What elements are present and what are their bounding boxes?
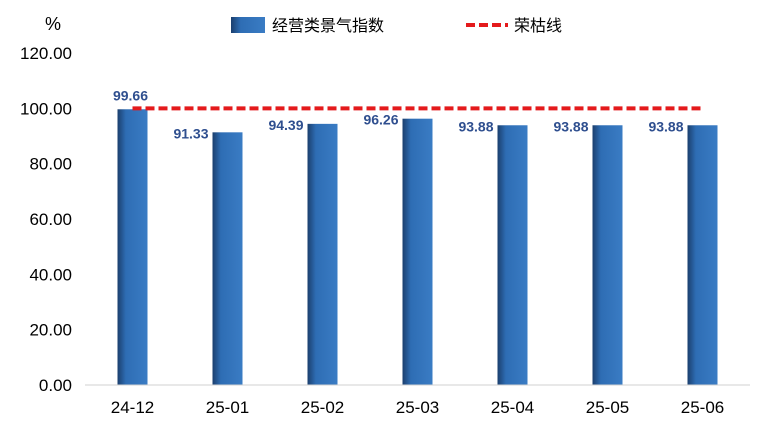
data-label-24-12: 99.66 <box>113 87 148 103</box>
data-label-25-02: 94.39 <box>268 117 303 133</box>
x-tick-label: 25-06 <box>681 398 724 417</box>
data-label-25-03: 96.26 <box>363 112 398 128</box>
data-labels: 99.66 91.33 94.39 96.26 93.88 93.88 93.88 <box>113 87 684 141</box>
y-tick-label: 60.00 <box>29 210 72 229</box>
bar-25-04 <box>497 125 528 386</box>
x-tick-label: 25-03 <box>396 398 439 417</box>
data-label-25-05: 93.88 <box>553 118 588 134</box>
x-tick-label: 25-01 <box>206 398 249 417</box>
legend-bar-label: 经营类景气指数 <box>272 16 384 35</box>
bar-series <box>117 109 718 386</box>
legend-bar-swatch <box>231 17 265 33</box>
y-tick-label: 80.00 <box>29 155 72 174</box>
y-tick-label: 120.00 <box>20 44 72 63</box>
y-tick-label: 40.00 <box>29 265 72 284</box>
x-tick-label: 25-02 <box>301 398 344 417</box>
bar-25-05 <box>592 125 623 386</box>
y-axis: 0.00 20.00 40.00 60.00 80.00 100.00 120.00 <box>20 44 72 395</box>
legend: 经营类景气指数 荣枯线 <box>231 16 562 35</box>
data-label-25-01: 91.33 <box>173 125 208 141</box>
x-axis: 24-12 25-01 25-02 25-03 25-04 25-05 25-06 <box>85 384 750 417</box>
y-tick-label: 100.00 <box>20 99 72 118</box>
x-tick-label: 25-04 <box>491 398 534 417</box>
bar-24-12 <box>117 109 148 386</box>
bar-25-03 <box>402 118 433 385</box>
bar-25-01 <box>212 132 243 385</box>
data-label-25-04: 93.88 <box>458 118 493 134</box>
bar-25-06 <box>687 125 718 386</box>
y-axis-unit-label: % <box>45 14 61 34</box>
data-label-25-06: 93.88 <box>648 118 683 134</box>
x-tick-label: 25-05 <box>586 398 629 417</box>
x-tick-label: 24-12 <box>111 398 154 417</box>
legend-line-label: 荣枯线 <box>514 16 562 35</box>
y-tick-label: 20.00 <box>29 321 72 340</box>
y-tick-label: 0.00 <box>39 376 72 395</box>
bar-25-02 <box>307 123 338 385</box>
